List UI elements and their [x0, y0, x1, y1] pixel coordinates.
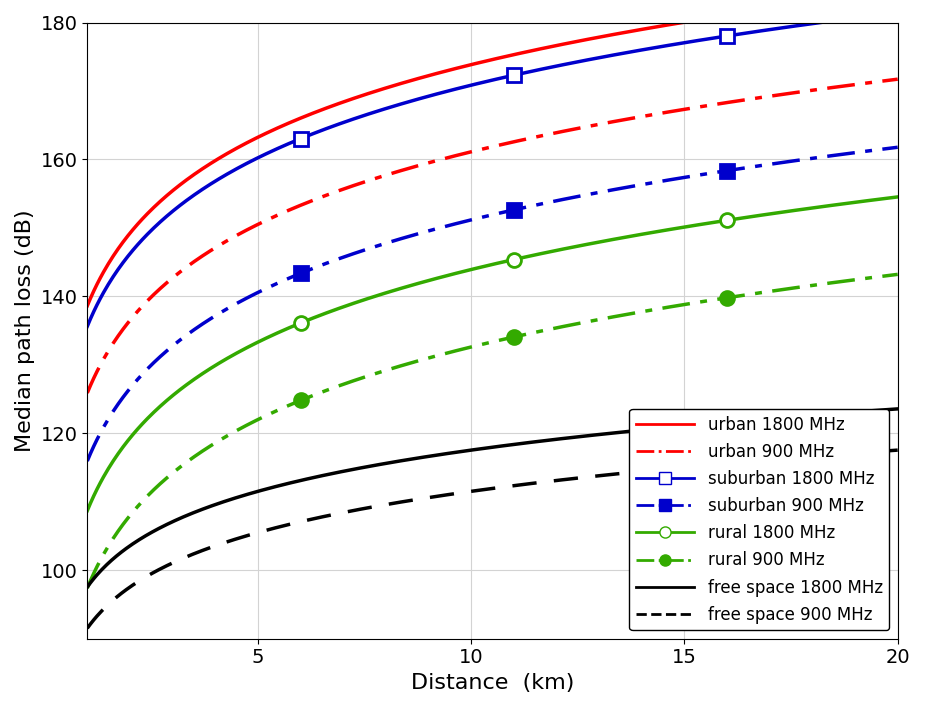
Y-axis label: Median path loss (dB): Median path loss (dB)	[15, 210, 35, 452]
Legend: urban 1800 MHz, urban 900 MHz, suburban 1800 MHz, suburban 900 MHz, rural 1800 M: urban 1800 MHz, urban 900 MHz, suburban …	[629, 409, 889, 630]
X-axis label: Distance  (km): Distance (km)	[411, 673, 574, 693]
